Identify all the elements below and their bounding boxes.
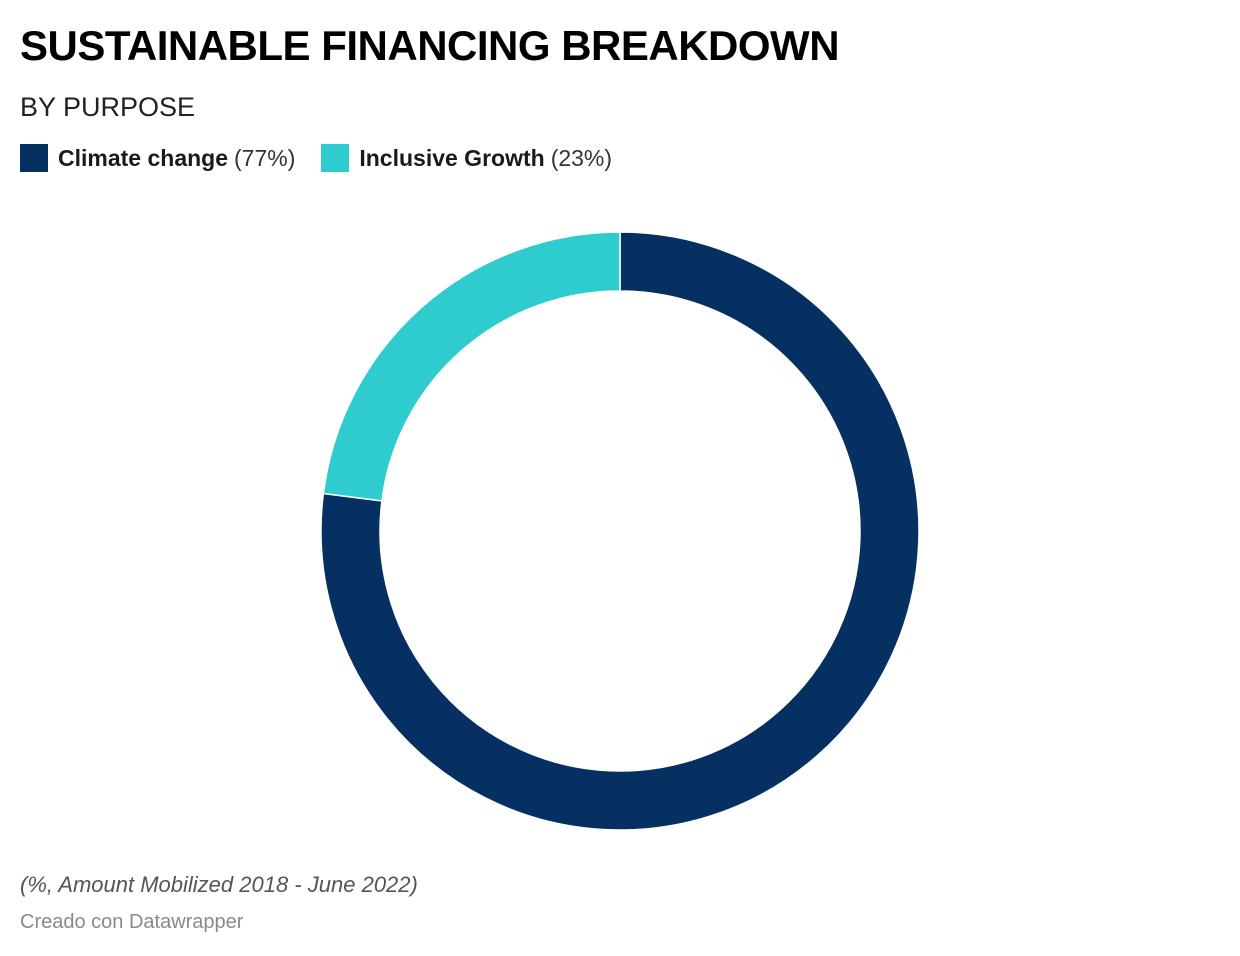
- chart-legend: Climate change (77%) Inclusive Growth (2…: [20, 143, 638, 173]
- donut-slice-inclusive-growth: [322, 231, 621, 502]
- chart-subtitle: BY PURPOSE: [20, 92, 196, 122]
- chart-title: SUSTAINABLE FINANCING BREAKDOWN: [20, 22, 840, 69]
- legend-label-inclusive-growth: Inclusive Growth: [359, 144, 545, 171]
- donut-slice-climate-change: [320, 231, 920, 831]
- chart-credit: Creado con Datawrapper: [20, 911, 244, 933]
- legend-label-climate-change: Climate change: [58, 144, 228, 171]
- legend-swatch-inclusive-growth: [321, 144, 350, 172]
- legend-item-climate-change: Climate change (77%): [20, 144, 295, 172]
- chart-note: (%, Amount Mobilized 2018 - June 2022): [20, 872, 418, 897]
- legend-value-inclusive-growth: (23%): [550, 144, 613, 171]
- legend-value-climate-change: (77%): [234, 144, 296, 171]
- legend-item-inclusive-growth: Inclusive Growth (23%): [321, 144, 612, 172]
- legend-swatch-climate-change: [20, 144, 48, 172]
